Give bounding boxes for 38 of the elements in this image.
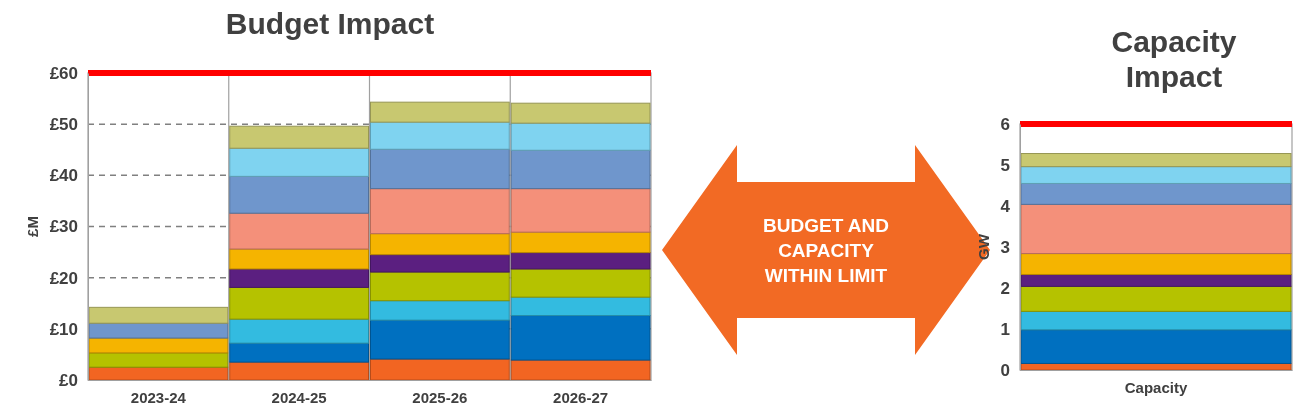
y-tick-label: £30 (49, 217, 78, 237)
bar (1020, 285, 1292, 312)
y-tick-label: 6 (1000, 114, 1010, 134)
text: BUDGET AND CAPACITY WITHIN LIMIT (763, 215, 889, 286)
y-tick-label: 3 (1000, 237, 1010, 257)
bar (1020, 273, 1292, 287)
y-tick-label: 5 (1000, 155, 1010, 175)
y-tick-label: £20 (49, 268, 78, 288)
bar (1020, 182, 1292, 205)
bar (88, 306, 229, 324)
bar (88, 322, 229, 339)
y-tick-label: 4 (1000, 196, 1011, 216)
bar (1020, 203, 1292, 255)
y-axis-title: £M (23, 216, 41, 237)
y-tick-label: £0 (59, 370, 78, 390)
bar (1020, 253, 1292, 275)
bar (1020, 329, 1292, 364)
chart-title: Capacity Impact (1111, 25, 1237, 93)
y-axis-title: GW (974, 233, 992, 260)
y-tick-label: 0 (1000, 360, 1010, 380)
x-tick-label: Capacity (1124, 378, 1188, 396)
y-tick-label: 2 (1000, 278, 1010, 298)
bar (88, 352, 229, 368)
bar (1020, 153, 1292, 168)
x-tick-label: 2025-26 (412, 388, 468, 406)
bar (1020, 166, 1292, 184)
bar (229, 125, 369, 149)
y-tick-label: £10 (49, 319, 78, 339)
x-tick-label: 2024-25 (271, 388, 327, 406)
chart-title: Budget Impact (225, 7, 435, 40)
x-tick-label: 2026-27 (553, 388, 609, 406)
y-tick-label: £40 (49, 166, 78, 186)
x-tick-label: 2023-24 (130, 388, 187, 406)
bar (1020, 310, 1292, 331)
y-tick-label: £50 (49, 115, 78, 135)
y-tick-label: £60 (49, 63, 78, 83)
bar (88, 337, 229, 354)
y-tick-label: 1 (1000, 319, 1010, 339)
